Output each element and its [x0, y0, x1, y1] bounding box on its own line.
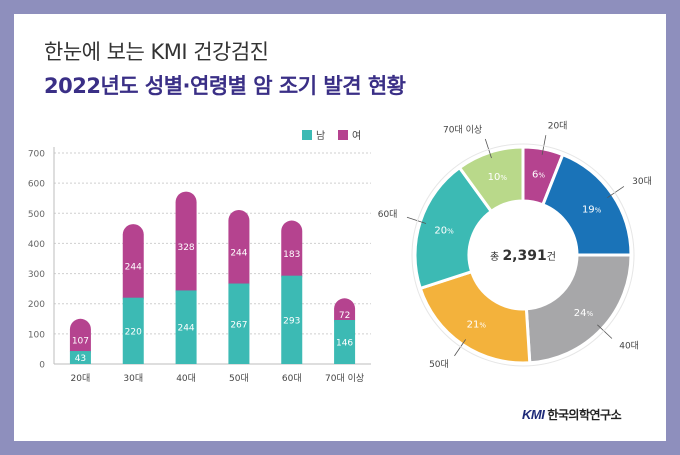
bar-segment-female [175, 191, 197, 301]
stacked-bar-chart: 0 100 200 300 400 500 600 700 남 여 43 107 20대 220 244 30… [28, 130, 371, 384]
donut-slice [418, 269, 532, 365]
slice-category-label: 70대 이상 [443, 124, 482, 135]
bar-value-label: 72 [339, 311, 350, 321]
leader-line [454, 339, 466, 357]
bar-value-label: 244 [177, 324, 194, 334]
bar-segment-male [281, 275, 303, 364]
x-tick-label: 50대 [229, 373, 249, 384]
page-subtitle: 2022년도 성별·연령별 암 조기 발견 현황 [44, 74, 406, 98]
slice-category-label: 30대 [632, 176, 652, 187]
bar-value-label: 244 [230, 248, 247, 258]
leader-line [484, 138, 492, 159]
slice-percent-label: 6% [532, 169, 545, 180]
bar-value-label: 183 [283, 250, 300, 260]
slice-category-label: 60대 [378, 209, 398, 220]
bar-value-label: 267 [230, 320, 247, 330]
slice-category-label: 20대 [548, 120, 568, 131]
bar-value-label: 293 [283, 316, 300, 326]
slice-percent-label: 24% [574, 308, 594, 319]
x-tick-label: 30대 [123, 373, 143, 384]
donut-outer-ring [411, 143, 635, 367]
y-tick-label: 500 [28, 210, 45, 220]
x-tick-label: 70대 이상 [325, 373, 364, 384]
bar-value-label: 146 [336, 338, 353, 348]
bar-segment-female [281, 220, 303, 287]
donut-chart: 6% 20대 19% 30대 24% 40대 21% 50대 20% 60대 10% 70대 이상총 … [378, 120, 652, 370]
slice-percent-label: 10% [488, 172, 508, 183]
y-tick-label: 300 [28, 270, 45, 280]
kmi-logo-text: 한국의학연구소 [547, 408, 622, 422]
bar-segment-male [334, 319, 356, 364]
slice-category-label: 40대 [619, 340, 639, 351]
donut-slice [524, 253, 633, 365]
x-tick-label: 20대 [71, 373, 91, 384]
kmi-logo: KMI 한국의학연구소 [522, 406, 622, 423]
leader-line [541, 135, 547, 155]
slice-percent-label: 21% [467, 320, 487, 331]
y-tick-label: 600 [28, 180, 45, 190]
infographic-card: 한눈에 보는 KMI 건강검진 2022년도 성별·연령별 암 조기 발견 현황… [14, 14, 666, 441]
legend-label: 여 [352, 130, 361, 142]
bar-value-label: 107 [72, 337, 89, 347]
leader-line [607, 186, 625, 198]
page-title: 한눈에 보는 KMI 건강검진 [44, 40, 269, 64]
kmi-logo-mark: KMI [522, 407, 545, 422]
bar-segment-male [228, 283, 250, 364]
bar-segment-female [122, 224, 144, 309]
slice-percent-label: 20% [434, 225, 454, 236]
bar-value-label: 328 [177, 243, 194, 253]
bar-segment-male [69, 351, 91, 364]
bar-segment-male [175, 290, 197, 364]
y-tick-label: 0 [39, 361, 45, 371]
leader-line [597, 324, 613, 339]
y-tick-label: 100 [28, 330, 45, 340]
bar-segment-female [228, 209, 250, 295]
legend-swatch [302, 130, 312, 140]
bar-segment-male [122, 297, 144, 364]
y-tick-label: 400 [28, 240, 45, 250]
slice-category-label: 50대 [429, 359, 449, 370]
x-tick-label: 60대 [282, 373, 302, 384]
donut-center-total: 총 2,391건 [490, 248, 556, 264]
bar-value-label: 244 [125, 263, 142, 273]
bar-value-label: 220 [125, 327, 142, 337]
legend-label: 남 [316, 130, 325, 142]
x-tick-label: 40대 [176, 373, 196, 384]
bar-value-label: 43 [75, 354, 86, 364]
y-tick-label: 200 [28, 300, 45, 310]
donut-slice [457, 145, 525, 214]
bar-segment-female [69, 318, 91, 362]
y-tick-label: 700 [28, 150, 45, 160]
slice-percent-label: 19% [582, 204, 602, 215]
legend-swatch [338, 130, 348, 140]
leader-line [406, 216, 427, 224]
